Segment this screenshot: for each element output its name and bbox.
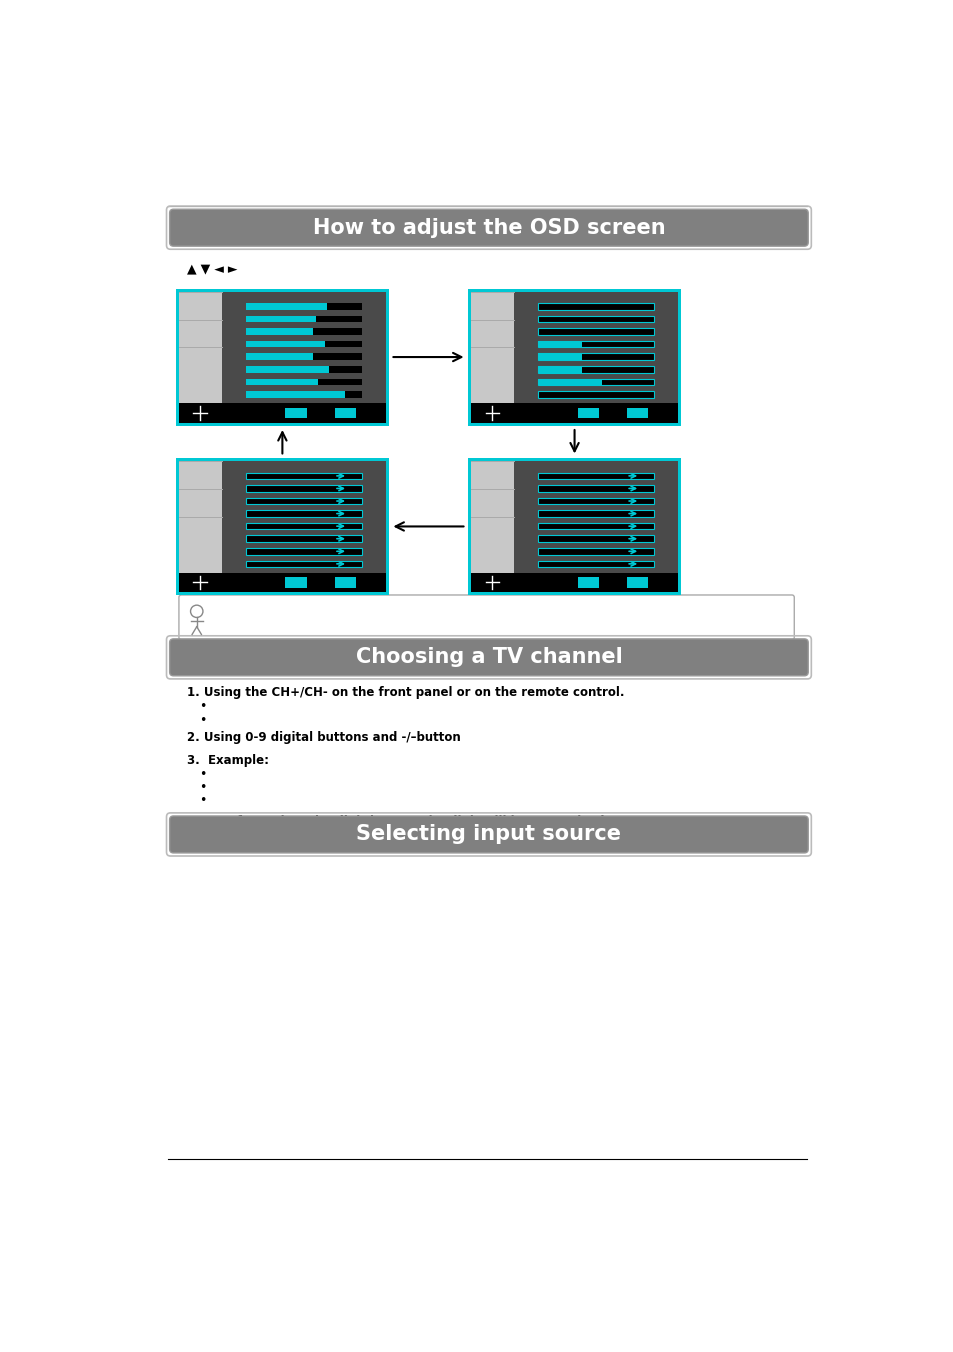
FancyBboxPatch shape (246, 498, 361, 504)
FancyBboxPatch shape (317, 379, 361, 385)
FancyBboxPatch shape (537, 561, 654, 566)
FancyBboxPatch shape (471, 573, 678, 592)
FancyBboxPatch shape (179, 573, 385, 592)
FancyBboxPatch shape (537, 341, 654, 347)
FancyBboxPatch shape (537, 498, 654, 504)
FancyBboxPatch shape (221, 292, 385, 403)
FancyBboxPatch shape (179, 461, 385, 592)
FancyBboxPatch shape (246, 523, 361, 530)
FancyBboxPatch shape (537, 341, 581, 347)
FancyBboxPatch shape (246, 548, 361, 554)
FancyBboxPatch shape (626, 577, 647, 588)
FancyBboxPatch shape (537, 303, 654, 310)
FancyBboxPatch shape (246, 485, 361, 492)
FancyBboxPatch shape (246, 535, 361, 542)
Text: Note; After select the digit button, the digit will be memorized,: Note; After select the digit button, the… (187, 815, 609, 829)
Text: 1. Using the CH+/CH- on the front panel or on the remote control.: 1. Using the CH+/CH- on the front panel … (187, 685, 624, 699)
FancyBboxPatch shape (537, 485, 654, 492)
FancyBboxPatch shape (344, 391, 361, 397)
FancyBboxPatch shape (578, 408, 598, 418)
FancyBboxPatch shape (537, 535, 654, 542)
Text: 2. Using 0-9 digital buttons and -/–button: 2. Using 0-9 digital buttons and -/–butt… (187, 731, 460, 744)
Text: •: • (199, 714, 206, 726)
FancyBboxPatch shape (335, 577, 355, 588)
FancyBboxPatch shape (537, 391, 654, 397)
FancyBboxPatch shape (537, 510, 654, 516)
FancyBboxPatch shape (468, 288, 680, 426)
Text: •: • (199, 700, 206, 714)
FancyBboxPatch shape (179, 292, 385, 423)
FancyBboxPatch shape (175, 288, 389, 426)
FancyBboxPatch shape (626, 408, 647, 418)
Text: •: • (199, 768, 206, 781)
FancyBboxPatch shape (329, 366, 361, 373)
FancyBboxPatch shape (537, 379, 654, 385)
FancyBboxPatch shape (537, 353, 654, 360)
FancyBboxPatch shape (170, 817, 807, 853)
FancyBboxPatch shape (471, 403, 678, 423)
FancyBboxPatch shape (246, 316, 361, 322)
FancyBboxPatch shape (246, 341, 361, 347)
FancyBboxPatch shape (179, 595, 794, 639)
FancyBboxPatch shape (246, 561, 361, 566)
FancyBboxPatch shape (285, 408, 307, 418)
FancyBboxPatch shape (513, 461, 678, 573)
FancyBboxPatch shape (537, 366, 581, 373)
FancyBboxPatch shape (246, 329, 361, 335)
FancyBboxPatch shape (170, 210, 807, 246)
Text: 3.  Example:: 3. Example: (187, 753, 269, 767)
FancyBboxPatch shape (325, 341, 361, 347)
FancyBboxPatch shape (537, 523, 654, 530)
FancyBboxPatch shape (246, 303, 361, 310)
FancyBboxPatch shape (471, 292, 678, 423)
FancyBboxPatch shape (327, 303, 361, 310)
FancyBboxPatch shape (175, 458, 389, 595)
FancyBboxPatch shape (246, 366, 361, 373)
FancyBboxPatch shape (335, 408, 355, 418)
FancyBboxPatch shape (246, 391, 361, 397)
FancyBboxPatch shape (537, 329, 654, 335)
FancyBboxPatch shape (537, 353, 581, 360)
FancyBboxPatch shape (537, 473, 654, 479)
FancyBboxPatch shape (537, 366, 654, 373)
FancyBboxPatch shape (513, 292, 678, 403)
Text: •: • (199, 781, 206, 795)
Text: Selecting input source: Selecting input source (356, 825, 620, 845)
FancyBboxPatch shape (468, 458, 680, 595)
Text: ▲ ▼ ◄ ►: ▲ ▼ ◄ ► (187, 262, 237, 276)
FancyBboxPatch shape (246, 510, 361, 516)
FancyBboxPatch shape (246, 353, 361, 360)
FancyBboxPatch shape (471, 461, 678, 592)
Text: Choosing a TV channel: Choosing a TV channel (355, 648, 621, 668)
FancyBboxPatch shape (285, 577, 307, 588)
FancyBboxPatch shape (578, 577, 598, 588)
FancyBboxPatch shape (537, 379, 601, 385)
Text: How to adjust the OSD screen: How to adjust the OSD screen (313, 218, 664, 238)
FancyBboxPatch shape (246, 379, 361, 385)
FancyBboxPatch shape (315, 316, 361, 322)
FancyBboxPatch shape (221, 461, 385, 573)
FancyBboxPatch shape (170, 639, 807, 676)
FancyBboxPatch shape (246, 473, 361, 479)
FancyBboxPatch shape (537, 548, 654, 554)
FancyBboxPatch shape (537, 316, 654, 322)
Text: •: • (199, 795, 206, 807)
FancyBboxPatch shape (313, 329, 361, 335)
FancyBboxPatch shape (179, 403, 385, 423)
FancyBboxPatch shape (313, 353, 361, 360)
